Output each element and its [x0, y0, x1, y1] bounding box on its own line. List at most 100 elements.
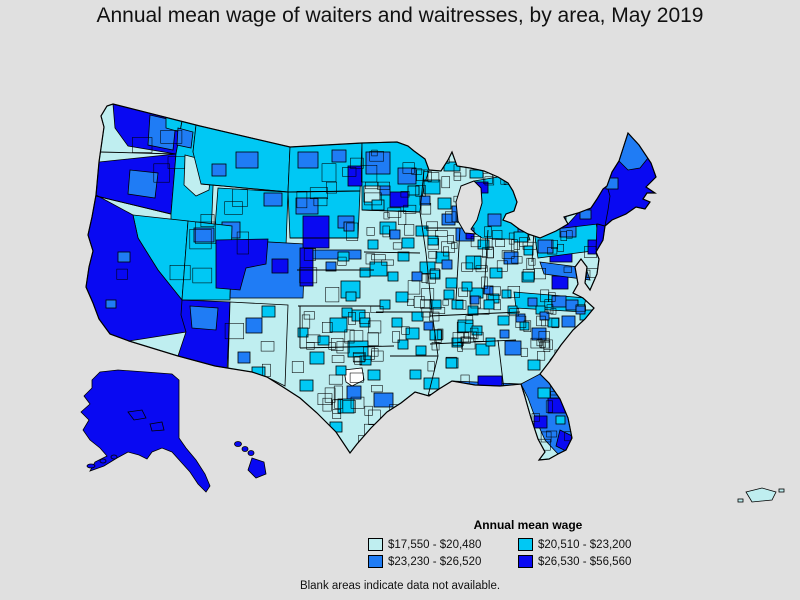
map-region — [407, 185, 420, 196]
map-region — [561, 347, 573, 358]
legend-swatch-class4 — [518, 555, 533, 568]
legend-label: $17,550 - $20,480 — [388, 538, 482, 551]
map-region — [193, 227, 215, 243]
map-region — [469, 169, 484, 179]
map-region — [387, 271, 399, 282]
map-region — [302, 215, 330, 249]
map-region — [561, 315, 576, 328]
legend-item: $20,510 - $23,200 — [518, 538, 688, 551]
lake-michigan — [455, 180, 483, 235]
map-region — [297, 151, 319, 169]
map-region — [105, 299, 117, 309]
map-region — [397, 339, 409, 350]
map-region — [237, 351, 251, 364]
legend-swatch-class3 — [368, 555, 383, 568]
legend-swatch-class2 — [518, 538, 533, 551]
map-region — [397, 167, 417, 185]
map-region — [497, 315, 510, 326]
map-region — [445, 357, 459, 369]
map-region — [395, 291, 409, 303]
map-region — [507, 305, 518, 315]
map-region — [189, 305, 219, 331]
map-region — [379, 185, 391, 196]
map-region — [427, 235, 439, 246]
map-region — [117, 251, 131, 263]
map-region — [215, 238, 269, 291]
map-region — [521, 271, 535, 283]
map-region — [359, 317, 371, 328]
state-borders — [95, 151, 535, 397]
map-legend: Annual mean wage $17,550 - $20,480 $20,5… — [368, 518, 688, 568]
legend-label: $20,510 - $23,200 — [538, 538, 632, 551]
map-region — [343, 367, 365, 387]
map-region — [471, 325, 483, 336]
puerto-rico — [737, 487, 785, 503]
map-region — [379, 299, 391, 310]
legend-title: Annual mean wage — [473, 518, 583, 532]
aleutian-islands — [86, 454, 118, 469]
map-region — [359, 267, 371, 278]
map-region — [533, 415, 548, 429]
map-region — [519, 321, 530, 331]
map-region — [503, 251, 519, 265]
map-region — [391, 317, 403, 328]
map-region — [423, 179, 441, 195]
map-region — [331, 149, 347, 163]
map-region — [411, 271, 423, 282]
map-region — [485, 337, 496, 347]
map-region — [401, 237, 415, 249]
map-region — [299, 247, 314, 287]
map-region — [527, 359, 541, 371]
map-region — [373, 392, 394, 408]
map-region — [299, 379, 314, 392]
map-region — [465, 255, 482, 270]
legend-label: $23,230 - $26,520 — [388, 555, 482, 568]
map-region — [457, 319, 474, 333]
map-region — [176, 127, 194, 149]
map-region — [525, 225, 535, 235]
map-region — [317, 335, 330, 346]
map-region — [389, 191, 409, 208]
map-region — [527, 297, 538, 307]
map-region — [345, 291, 357, 302]
page-title: Annual mean wage of waiters and waitress… — [96, 4, 704, 27]
map-region — [489, 267, 503, 279]
legend-item: $17,550 - $20,480 — [368, 538, 518, 551]
map-region — [409, 369, 422, 380]
legend-swatch-class1 — [368, 538, 383, 551]
map-region — [329, 317, 348, 333]
map-region — [405, 327, 420, 340]
map-region — [543, 170, 617, 231]
map-region — [261, 305, 276, 318]
map-region — [451, 299, 464, 310]
no-data-note: Blank areas indicate data not available. — [299, 580, 501, 592]
map-region — [477, 239, 490, 250]
map-region — [551, 213, 567, 226]
map-region — [419, 195, 431, 206]
map-region — [501, 289, 512, 299]
map-region — [127, 169, 159, 199]
map-region — [312, 249, 362, 260]
map-region — [309, 351, 325, 365]
map-region — [547, 317, 560, 328]
map-region — [441, 259, 453, 270]
map-region — [367, 239, 379, 250]
map-region — [443, 289, 455, 300]
map-region — [469, 295, 480, 305]
map-region — [347, 340, 369, 358]
map-region — [263, 192, 283, 207]
map-region — [551, 275, 569, 290]
map-region — [245, 317, 263, 334]
map-region — [235, 151, 259, 169]
map-region — [429, 299, 442, 310]
map-region — [325, 261, 337, 272]
map-region — [337, 251, 350, 262]
map-region — [504, 340, 522, 356]
map-region — [483, 299, 495, 310]
map-region — [365, 151, 391, 175]
map-region — [343, 221, 355, 232]
legend-item: $26,530 - $56,560 — [518, 555, 688, 568]
map-region — [335, 365, 347, 376]
map-region — [555, 415, 566, 425]
